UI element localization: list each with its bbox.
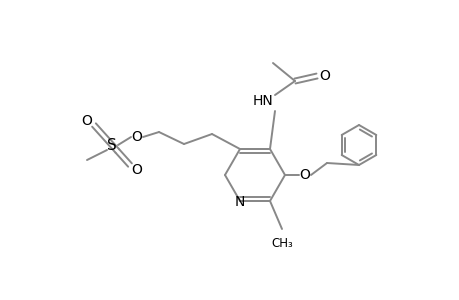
Text: HN: HN [252, 94, 273, 108]
Text: O: O [81, 114, 92, 128]
Text: CH₃: CH₃ [270, 237, 292, 250]
Text: S: S [107, 137, 117, 152]
Text: N: N [234, 195, 245, 209]
Text: O: O [319, 69, 330, 83]
Text: O: O [131, 130, 142, 144]
Text: O: O [131, 163, 142, 177]
Text: O: O [299, 168, 310, 182]
